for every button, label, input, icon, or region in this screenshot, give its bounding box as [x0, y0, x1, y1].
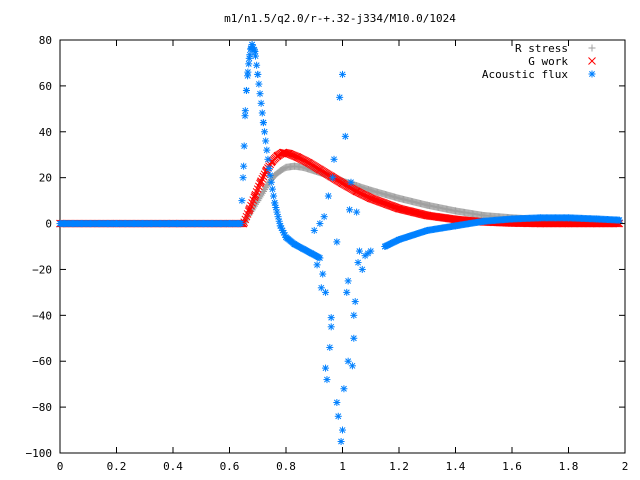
data-point [316, 220, 324, 228]
data-point [347, 178, 355, 186]
legend-label: G work [528, 55, 568, 68]
y-tick-label: 20 [39, 172, 52, 185]
series-layer [56, 41, 624, 446]
data-point [310, 226, 318, 234]
legend-entry: Acoustic flux [482, 68, 596, 81]
data-point [354, 259, 362, 267]
x-tick-label: 1.6 [502, 460, 522, 473]
x-tick-label: 1.8 [559, 460, 579, 473]
legend-marker [588, 44, 596, 52]
data-point [333, 399, 341, 407]
legend-label: Acoustic flux [482, 68, 568, 81]
data-point [317, 284, 325, 292]
legend-marker [588, 70, 596, 78]
x-tick-label: 2 [622, 460, 629, 473]
data-point [245, 205, 254, 214]
data-point [324, 192, 332, 200]
x-tick-label: 0.4 [163, 460, 183, 473]
data-point [251, 192, 259, 200]
data-point [333, 238, 341, 246]
data-point [327, 314, 335, 322]
data-point [344, 357, 352, 365]
data-point [339, 70, 346, 78]
x-tick-label: 0.2 [107, 460, 127, 473]
y-tick-label: −80 [32, 401, 52, 414]
data-point [341, 132, 349, 140]
data-point [240, 162, 248, 170]
data-point [344, 277, 352, 285]
data-point [319, 270, 327, 278]
y-tick-label: 0 [45, 218, 52, 231]
data-point [334, 412, 342, 420]
data-point [313, 261, 321, 269]
data-point [350, 334, 358, 342]
y-tick-label: 40 [39, 126, 52, 139]
chart-title: m1/n1.5/q2.0/r-+.32-j334/M10.0/1024 [224, 12, 456, 25]
data-point [348, 362, 356, 370]
data-point [336, 93, 344, 101]
y-tick-label: −60 [32, 355, 52, 368]
axis-ticks: 0 0.2 0.4 0.6 0.8 1 1.2 1.4 1.6 1.8 2 80 60 40 20 0 −20 −… [26, 34, 629, 473]
data-point [346, 206, 354, 214]
data-point [322, 288, 330, 296]
x-tick-label: 0 [57, 460, 64, 473]
data-point [350, 311, 358, 319]
legend-entry: G work [528, 55, 596, 68]
data-point [351, 298, 359, 306]
data-point [322, 364, 330, 372]
series-acoustic-flux [56, 41, 623, 446]
legend-marker [588, 57, 596, 65]
data-point [337, 438, 345, 446]
legend-label: R stress [515, 42, 568, 55]
x-tick-label: 0.8 [276, 460, 296, 473]
data-point [367, 247, 375, 255]
y-tick-label: −40 [32, 309, 52, 322]
x-tick-label: 1.4 [446, 460, 466, 473]
data-point [329, 174, 337, 182]
data-point [320, 213, 328, 221]
series-markers [56, 41, 623, 261]
y-tick-label: −100 [26, 447, 53, 460]
data-point [326, 343, 334, 351]
data-point [330, 155, 338, 163]
x-tick-label: 1 [339, 460, 346, 473]
data-point [327, 323, 335, 331]
data-point [323, 376, 331, 384]
data-point [358, 265, 366, 273]
data-point [343, 288, 351, 296]
data-point [355, 247, 363, 255]
data-point [353, 208, 361, 216]
y-tick-label: 60 [39, 80, 52, 93]
x-tick-label: 0.6 [220, 460, 240, 473]
data-point [339, 426, 346, 434]
y-tick-label: 80 [39, 34, 52, 47]
y-tick-label: −20 [32, 263, 52, 276]
x-tick-label: 1.2 [389, 460, 409, 473]
data-point [340, 385, 348, 393]
legend-entry: R stress [515, 42, 596, 55]
